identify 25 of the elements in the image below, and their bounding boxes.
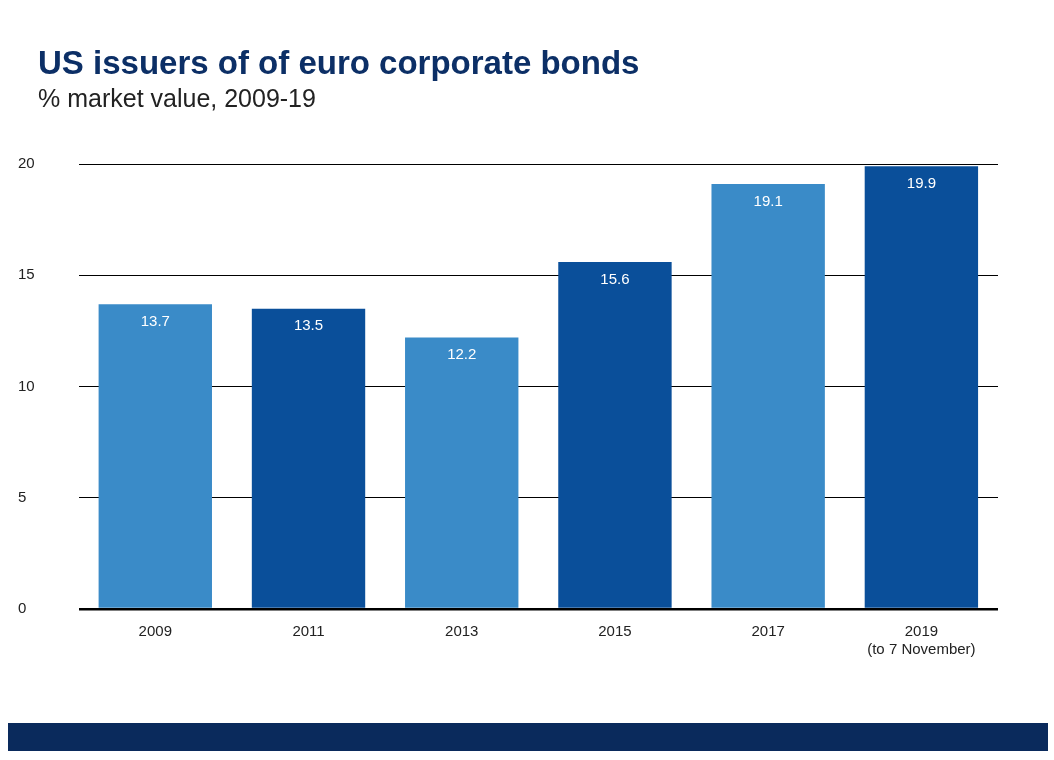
x-tick-label: 2013 — [445, 622, 479, 640]
data-label: 19.1 — [753, 191, 783, 209]
x-tick-label: 2017 — [751, 622, 785, 640]
x-tick-label: 2019 (to 7 November) — [867, 622, 976, 658]
bar — [405, 337, 519, 608]
y-tick-label: 0 — [18, 599, 27, 617]
x-tick-label: 2011 — [292, 622, 325, 640]
data-label: 13.5 — [293, 316, 324, 334]
bar — [98, 304, 212, 608]
y-tick-label: 5 — [18, 487, 27, 505]
bar — [711, 184, 825, 608]
data-label: 15.6 — [600, 269, 630, 287]
data-label: 12.2 — [447, 345, 477, 363]
bar — [251, 308, 366, 608]
y-tick-label: 15 — [18, 265, 35, 283]
chart-subtitle: % market value, 2009-19 — [38, 84, 317, 113]
bar — [864, 166, 979, 608]
y-tick-label: 20 — [18, 154, 35, 172]
bar — [558, 261, 672, 608]
chart-title: US issuers of of euro corporate bonds — [38, 44, 641, 82]
data-label: 19.9 — [906, 173, 936, 191]
x-tick-label: 2015 — [598, 622, 632, 640]
data-label: 13.7 — [140, 311, 170, 329]
x-tick-label: 2009 — [138, 622, 172, 640]
y-tick-label: 10 — [18, 376, 35, 394]
